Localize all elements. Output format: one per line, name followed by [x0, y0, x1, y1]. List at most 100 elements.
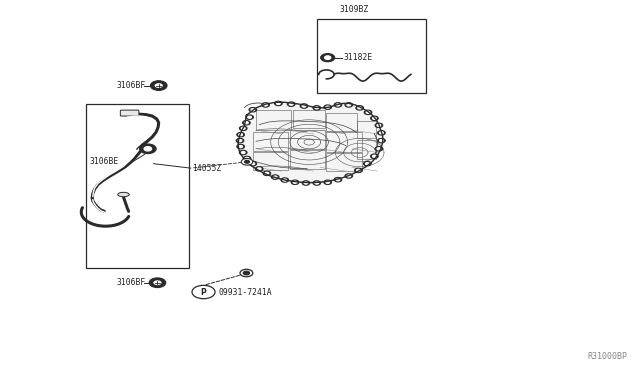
- Circle shape: [249, 161, 257, 166]
- Circle shape: [324, 105, 332, 109]
- Circle shape: [241, 151, 245, 154]
- Circle shape: [378, 131, 385, 135]
- Circle shape: [291, 180, 299, 185]
- Text: 3106BF: 3106BF: [116, 278, 146, 287]
- Circle shape: [192, 285, 215, 299]
- Circle shape: [375, 147, 383, 151]
- Circle shape: [243, 271, 250, 275]
- Circle shape: [347, 175, 351, 177]
- Ellipse shape: [118, 192, 129, 197]
- Bar: [317, 19, 426, 93]
- Circle shape: [154, 280, 161, 285]
- Circle shape: [347, 104, 351, 106]
- Circle shape: [239, 126, 247, 131]
- Circle shape: [239, 134, 243, 136]
- Circle shape: [326, 106, 330, 108]
- Circle shape: [293, 181, 297, 183]
- Circle shape: [289, 103, 293, 105]
- Circle shape: [300, 104, 308, 108]
- Text: 3109BZ: 3109BZ: [339, 5, 369, 14]
- Polygon shape: [238, 102, 383, 183]
- Circle shape: [238, 140, 242, 142]
- Circle shape: [356, 106, 364, 110]
- Text: 3106BE: 3106BE: [90, 157, 119, 166]
- Circle shape: [244, 160, 250, 163]
- Circle shape: [334, 177, 342, 182]
- Circle shape: [249, 108, 257, 112]
- Circle shape: [276, 102, 280, 105]
- Bar: [253, 132, 288, 151]
- Circle shape: [302, 181, 310, 185]
- Circle shape: [236, 138, 244, 143]
- Circle shape: [378, 138, 385, 143]
- Text: R31000BP: R31000BP: [588, 352, 627, 361]
- Circle shape: [251, 163, 255, 165]
- Circle shape: [283, 179, 287, 181]
- Circle shape: [245, 157, 249, 160]
- Circle shape: [243, 121, 250, 125]
- Bar: [326, 153, 362, 171]
- Circle shape: [264, 104, 268, 106]
- Bar: [357, 121, 376, 138]
- Bar: [357, 140, 376, 159]
- Circle shape: [248, 116, 252, 118]
- Circle shape: [144, 147, 152, 151]
- Circle shape: [265, 172, 269, 174]
- Text: 09931-7241A: 09931-7241A: [219, 288, 273, 296]
- Circle shape: [304, 182, 308, 184]
- Circle shape: [243, 156, 251, 161]
- Circle shape: [239, 150, 247, 155]
- Circle shape: [336, 179, 340, 181]
- Circle shape: [380, 140, 383, 142]
- Text: 3106BF: 3106BF: [116, 81, 146, 90]
- Circle shape: [377, 148, 381, 150]
- Circle shape: [281, 178, 289, 182]
- Circle shape: [371, 116, 378, 121]
- Text: 14055Z: 14055Z: [192, 164, 221, 173]
- Circle shape: [140, 144, 156, 154]
- Circle shape: [240, 269, 253, 277]
- Circle shape: [246, 115, 253, 119]
- Bar: [253, 152, 288, 170]
- Circle shape: [263, 171, 271, 176]
- Bar: [326, 132, 362, 152]
- Circle shape: [237, 144, 244, 149]
- Circle shape: [241, 158, 253, 165]
- Circle shape: [365, 163, 369, 165]
- Bar: [293, 110, 325, 128]
- Bar: [326, 113, 357, 131]
- Circle shape: [345, 174, 353, 178]
- Circle shape: [364, 110, 372, 115]
- Circle shape: [358, 107, 362, 109]
- Circle shape: [345, 103, 353, 107]
- Text: P: P: [201, 288, 206, 296]
- Circle shape: [321, 54, 335, 62]
- Circle shape: [239, 145, 243, 148]
- Circle shape: [244, 122, 248, 124]
- Bar: [290, 150, 325, 169]
- Circle shape: [315, 182, 319, 184]
- Circle shape: [364, 161, 371, 166]
- Circle shape: [251, 109, 255, 111]
- Bar: [86, 104, 189, 268]
- Circle shape: [326, 181, 330, 183]
- Circle shape: [237, 132, 244, 137]
- Circle shape: [287, 102, 295, 106]
- Text: 31182E: 31182E: [344, 53, 373, 62]
- Circle shape: [149, 278, 166, 288]
- Circle shape: [372, 155, 376, 157]
- Circle shape: [257, 168, 261, 170]
- Circle shape: [315, 107, 319, 109]
- Circle shape: [324, 180, 332, 185]
- Circle shape: [275, 101, 282, 106]
- Circle shape: [262, 103, 269, 107]
- Circle shape: [271, 175, 279, 179]
- Circle shape: [356, 169, 360, 171]
- Circle shape: [380, 132, 383, 134]
- Circle shape: [371, 154, 378, 158]
- Bar: [290, 130, 325, 149]
- Circle shape: [334, 103, 342, 107]
- Circle shape: [155, 83, 163, 88]
- Circle shape: [324, 56, 331, 60]
- Circle shape: [377, 124, 381, 126]
